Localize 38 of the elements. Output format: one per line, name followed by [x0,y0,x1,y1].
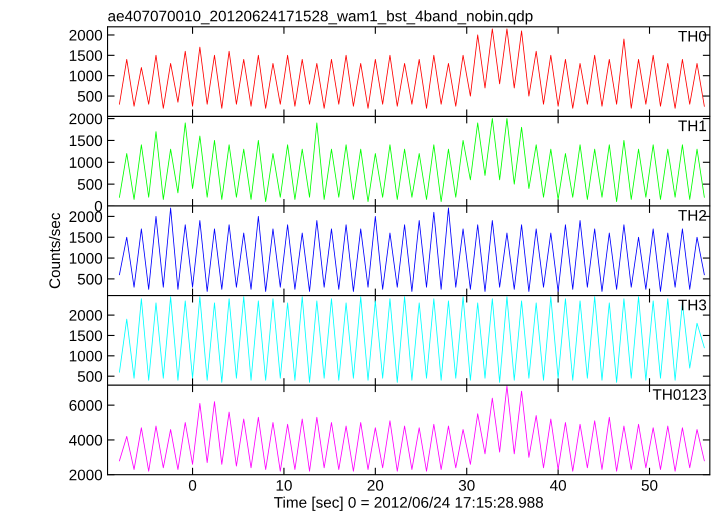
y-tick-label: 2000 [69,113,102,124]
x-tick-label: 0 [188,480,196,491]
x-axis-title: Time [sec] 0 = 2012/06/24 17:15:28.988 [274,496,544,511]
y-tick-label: 500 [78,371,102,382]
y-tick-label: 2000 [69,310,102,321]
x-tick-label: 20 [368,480,384,491]
line-series [119,296,705,383]
x-tick-label: 50 [642,480,658,491]
x-tick-label: 40 [550,480,566,491]
chart-title: ae407070010_20120624171528_wam1_bst_4band_nobin.qdp [108,10,533,24]
x-tick-label: 30 [458,480,475,491]
y-tick-label: 0 [94,200,102,212]
y-tick-label: 2000 [69,211,102,222]
y-tick-label: 1500 [70,135,102,146]
y-tick-label: 6000 [69,400,102,411]
series-label: TH0 [678,30,706,42]
y-tick-label: 500 [78,90,102,102]
series-label: TH0123 [652,389,706,400]
y-tick-label: 2000 [69,30,102,41]
y-tick-label: 1000 [70,350,102,362]
y-tick-label: 1000 [70,70,102,82]
series-label: TH2 [678,210,706,221]
line-series [119,28,705,109]
line-series [119,386,705,472]
y-tick-label: 500 [78,179,102,190]
line-series [119,208,705,292]
y-tick-label: 2000 [69,470,102,480]
y-tick-label: 1000 [70,252,102,264]
series-label: TH1 [678,120,706,132]
line-series [119,118,705,202]
y-tick-label: 1500 [70,50,102,62]
x-tick-label: 10 [276,480,292,491]
y-tick-label: 1000 [70,157,102,168]
y-axis-title: Counts/sec [48,212,60,288]
y-tick-label: 500 [78,274,102,285]
y-tick-label: 4000 [69,434,102,446]
y-tick-label: 1500 [70,232,102,243]
y-tick-label: 1500 [70,330,102,342]
